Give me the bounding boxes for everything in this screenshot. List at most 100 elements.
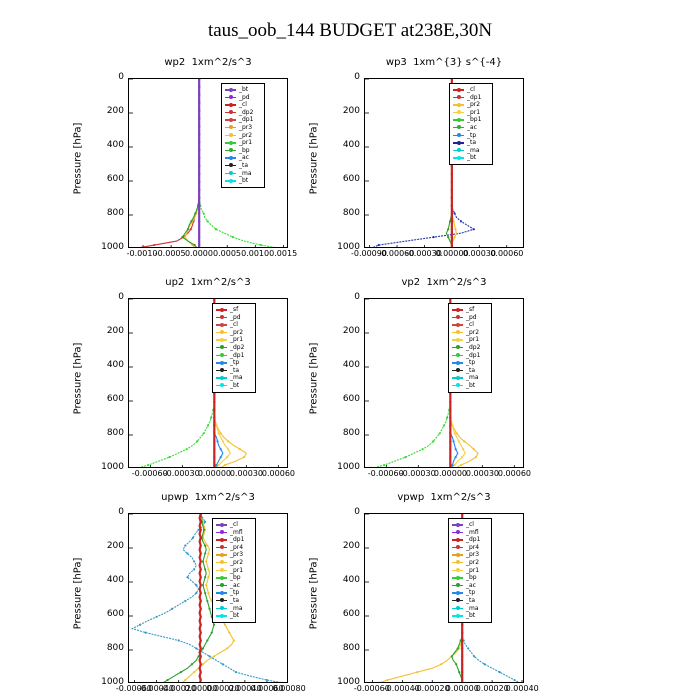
legend-marker: [229, 140, 233, 145]
series-point: [450, 196, 453, 199]
series-point: [199, 528, 202, 531]
legend-marker: [229, 148, 233, 153]
legend-label: _ta: [466, 596, 476, 604]
series-point: [449, 448, 452, 451]
series-point: [453, 463, 456, 467]
series-point: [155, 615, 158, 618]
legend-entry: _pr1: [452, 336, 488, 344]
series-point: [204, 568, 207, 571]
x-tick-label: 0.0010: [241, 249, 270, 258]
series-point: [467, 647, 470, 650]
series-point: [210, 631, 213, 634]
series-point: [461, 514, 464, 516]
y-tick-label: 1000: [101, 462, 124, 472]
y-tick-label: 0: [354, 507, 360, 517]
series-point: [199, 599, 202, 603]
legend-marker: [456, 375, 460, 380]
series-point: [217, 432, 220, 435]
legend-entry: _tp: [452, 359, 488, 367]
legend-entry: _pr2: [216, 559, 252, 567]
legend-marker: [220, 537, 224, 542]
series-point: [198, 133, 201, 136]
series-point: [454, 448, 457, 451]
legend-label: _ma: [239, 169, 252, 177]
series-point: [199, 678, 202, 682]
legend-entry: _pr2: [216, 329, 252, 337]
legend-entry: _tp: [216, 589, 252, 597]
x-tick-label: 0.0015: [269, 249, 298, 258]
y-tick-label: 0: [118, 72, 124, 82]
legend-entry: _ta: [452, 597, 488, 605]
x-tick-label: 0.00080: [272, 684, 306, 693]
series-point: [199, 560, 202, 563]
series-point: [449, 440, 452, 443]
panel-upwp: upwp 1xm^2/s^3 Pressure [hPa] 0 200 400 600 80…: [73, 492, 310, 697]
series-point: [450, 164, 453, 168]
series-point: [474, 456, 478, 459]
legend-entry: _pr1: [225, 139, 261, 147]
legend-marker: [220, 345, 224, 350]
legend-marker: [456, 545, 460, 550]
series-line-dp1: [140, 79, 200, 247]
series-point: [179, 671, 182, 674]
series-point: [199, 544, 202, 547]
y-tick-label: 400: [106, 575, 124, 585]
legend-marker: [456, 307, 460, 312]
series-point: [213, 416, 216, 419]
series-point: [198, 101, 201, 104]
x-tick-label: -0.00060: [378, 249, 415, 258]
legend-entry: _pr2: [225, 132, 261, 140]
legend-label: _dp1: [466, 536, 481, 544]
legend-marker: [457, 148, 461, 153]
series-line-pr2: [184, 79, 200, 247]
y-tick-label: 1000: [101, 677, 124, 687]
legend-label: _pr3: [239, 123, 253, 131]
series-point: [461, 631, 464, 634]
series-point: [221, 440, 224, 443]
series-point: [208, 607, 211, 610]
series-point: [461, 663, 464, 666]
series-point: [184, 544, 187, 547]
y-axis-label: Pressure [hPa]: [308, 342, 320, 415]
x-tick-label: 0.00060: [497, 469, 532, 478]
series-point: [449, 432, 452, 435]
series-point: [153, 243, 156, 247]
legend-entry: _bp: [216, 574, 252, 582]
series-point: [199, 514, 202, 516]
series-point: [215, 424, 218, 427]
legend-marker: [456, 330, 460, 335]
legend-label: _pr2: [466, 558, 480, 566]
legend-marker: [457, 87, 461, 92]
plot-area: [364, 78, 524, 248]
series-point: [455, 432, 458, 435]
legend-marker: [456, 353, 460, 358]
legend-marker: [220, 330, 224, 335]
series-point: [451, 463, 454, 467]
series-point: [207, 576, 210, 579]
legend-marker: [456, 613, 460, 618]
series-point: [199, 647, 202, 650]
x-tick-labels: -0.00060 -0.00030 0.00000 0.00030 0.00060: [364, 469, 531, 481]
series-point: [186, 228, 190, 231]
x-tick-labels: -0.00060 -0.00040 -0.00020 0.00000 0.00020 0.…: [354, 684, 539, 696]
series-point: [207, 552, 210, 555]
legend-entry: _dp1: [452, 352, 488, 360]
legend-label: _ta: [466, 366, 476, 374]
series-point: [440, 663, 443, 666]
legend-label: _ma: [467, 146, 480, 154]
y-tick-label: 600: [342, 394, 360, 404]
legend-label: _mfl: [466, 528, 479, 536]
legend-label: _bp: [239, 146, 250, 154]
series-point: [231, 236, 234, 239]
x-tick-label: 0.00000: [435, 249, 469, 258]
legend-label: _cl: [466, 321, 474, 329]
series-point: [461, 647, 464, 650]
legend-marker: [220, 522, 224, 527]
legend-marker: [220, 606, 224, 611]
series-point: [456, 647, 459, 650]
series-point: [199, 591, 202, 595]
series-point: [460, 456, 464, 459]
x-tick-label: -0.00060: [353, 684, 390, 693]
series-point: [193, 568, 196, 571]
legend-marker: [229, 155, 233, 160]
